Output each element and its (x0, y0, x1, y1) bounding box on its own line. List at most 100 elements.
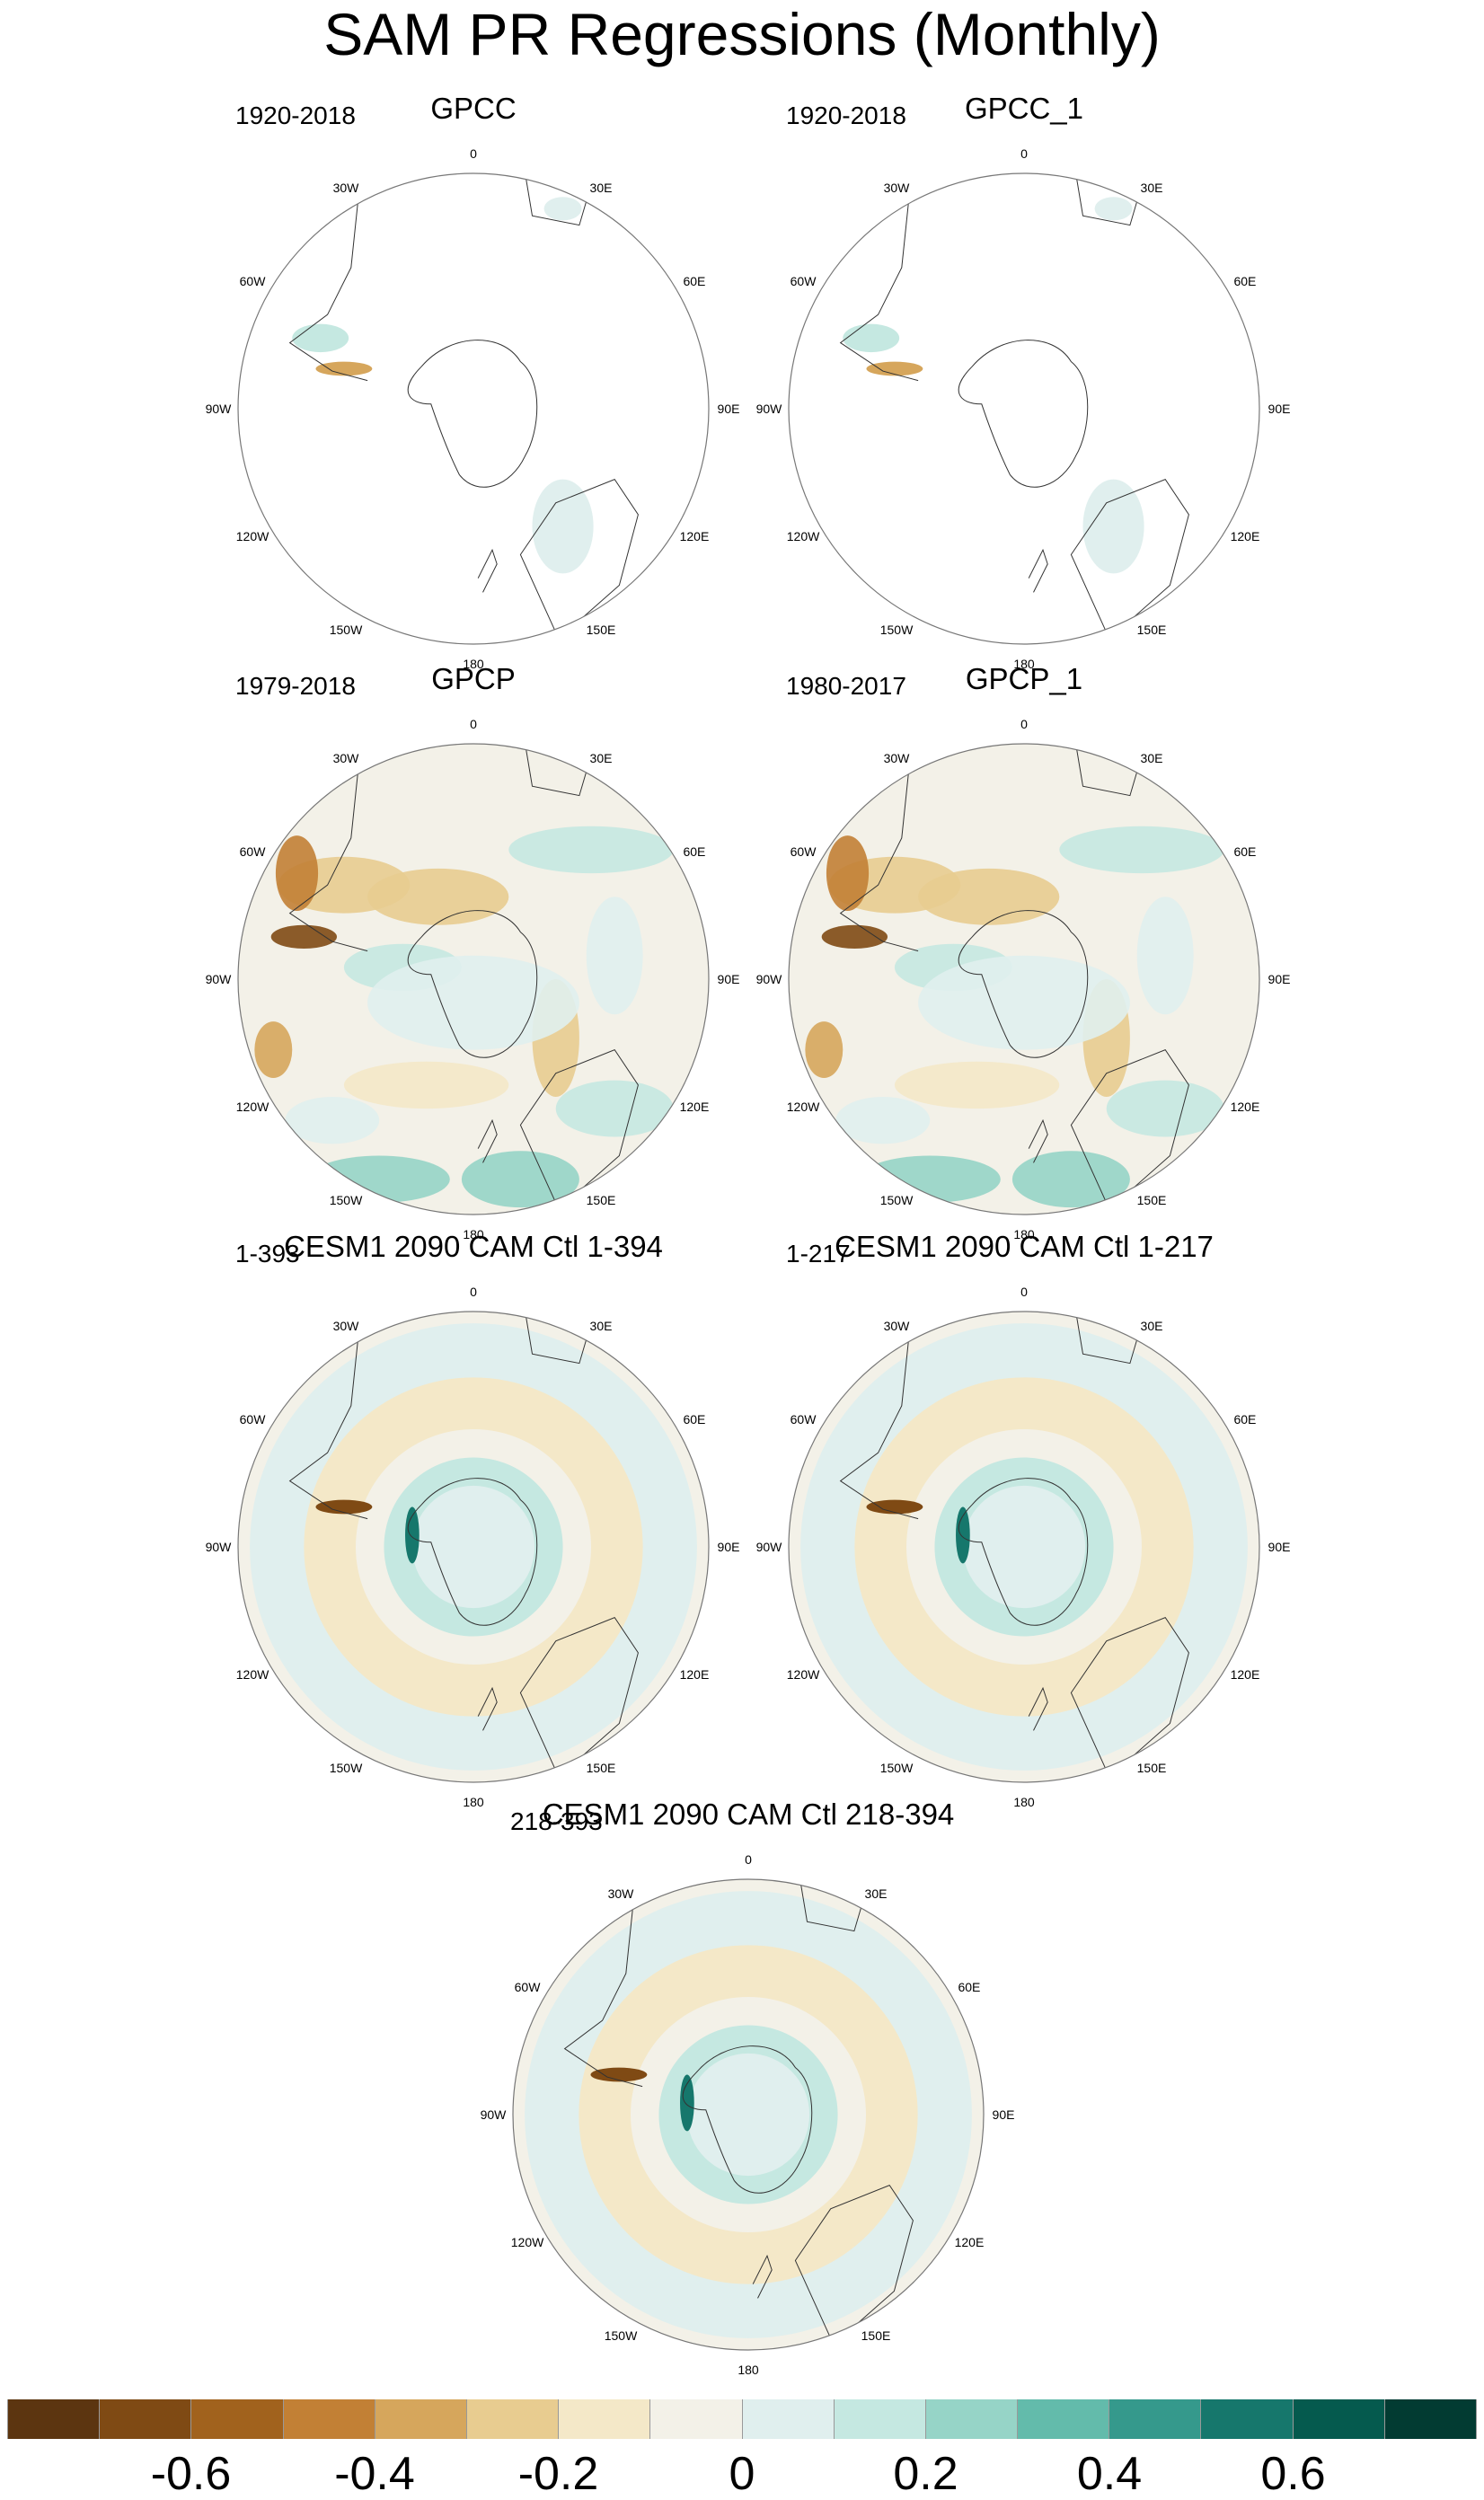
longitude-label: 150E (861, 2328, 891, 2343)
longitude-label: 30E (1140, 1319, 1163, 1334)
longitude-label: 90W (205, 972, 232, 986)
longitude-label: 120E (1230, 1100, 1260, 1114)
longitude-label: 180 (463, 1795, 484, 1809)
colorbar-tick-label: -0.4 (334, 2448, 415, 2500)
panel-period: 1980-2017 (786, 672, 906, 700)
longitude-label: 120E (954, 2235, 985, 2249)
longitude-label: 60W (239, 1412, 266, 1427)
panel-title: GPCP_1 (965, 662, 1083, 695)
colorbar-tick-label: -0.6 (150, 2448, 232, 2500)
longitude-label: 60E (1233, 844, 1257, 859)
polar-map (788, 743, 1260, 1215)
longitude-label: 90W (755, 1540, 782, 1554)
longitude-label: 30E (589, 181, 613, 196)
colorbar-segment (834, 2399, 926, 2439)
longitude-label: 150W (329, 622, 363, 637)
longitude-label: 90E (717, 402, 740, 416)
panel-title: CESM1 2090 CAM Ctl 1-217 (835, 1230, 1214, 1263)
colorbar-tick-label: 0.2 (893, 2448, 958, 2500)
longitude-label: 180 (463, 1227, 484, 1241)
longitude-label: 60E (1233, 1412, 1257, 1427)
colorbar-segment (1384, 2399, 1477, 2439)
longitude-label: 90E (717, 972, 740, 986)
longitude-label: 60W (239, 844, 266, 859)
longitude-label: 150E (1136, 1760, 1167, 1775)
longitude-label: 0 (1020, 1285, 1028, 1299)
polar-map (512, 1878, 985, 2351)
longitude-label: 150W (329, 1192, 363, 1207)
longitude-label: 0 (745, 1852, 752, 1867)
longitude-label: 60E (683, 274, 706, 288)
panel-title: GPCC (430, 92, 517, 125)
longitude-label: 0 (470, 146, 477, 161)
longitude-label: 150W (879, 1760, 914, 1775)
longitude-label: 120W (786, 1667, 820, 1682)
colorbar-tick-label: 0 (729, 2448, 755, 2500)
longitude-label: 60E (683, 844, 706, 859)
colorbar-segment (466, 2399, 560, 2439)
longitude-label: 90E (1268, 972, 1291, 986)
longitude-label: 120E (1230, 529, 1260, 543)
panel-period: 218-393 (510, 1807, 603, 1835)
colorbar-segment (559, 2399, 651, 2439)
longitude-label: 90W (755, 402, 782, 416)
longitude-label: 90E (992, 2107, 1015, 2122)
longitude-label: 60E (958, 1980, 981, 1994)
longitude-label: 120W (235, 1100, 269, 1114)
longitude-label: 120E (679, 1667, 710, 1682)
longitude-label: 180 (1013, 1227, 1035, 1241)
longitude-label: 30W (332, 1319, 359, 1334)
polar-map (788, 1311, 1260, 1783)
longitude-label: 150E (1136, 622, 1167, 637)
longitude-label: 150E (586, 1760, 616, 1775)
longitude-label: 30E (864, 1886, 888, 1902)
longitude-label: 30E (589, 751, 613, 766)
longitude-label: 60W (790, 274, 817, 288)
longitude-label: 30W (607, 1886, 634, 1902)
panel-period: 1920-2018 (235, 102, 356, 129)
longitude-label: 30E (1140, 751, 1163, 766)
longitude-label: 30E (589, 1319, 613, 1334)
longitude-label: 150E (586, 622, 616, 637)
longitude-label: 120E (1230, 1667, 1260, 1682)
colorbar-segment (1018, 2399, 1110, 2439)
colorbar-tick-label: -0.2 (517, 2448, 599, 2500)
panel-period: 1920-2018 (786, 102, 906, 129)
colorbar-segment (100, 2399, 192, 2439)
longitude-label: 150W (329, 1760, 363, 1775)
longitude-label: 150W (879, 622, 914, 637)
panel-title: CESM1 2090 CAM Ctl 1-394 (284, 1230, 663, 1263)
colorbar-segment (1109, 2399, 1202, 2439)
longitude-label: 150E (586, 1192, 616, 1207)
polar-map (237, 1311, 710, 1783)
colorbar-tick-label: 0.6 (1260, 2448, 1326, 2500)
longitude-label: 120E (679, 529, 710, 543)
longitude-label: 30W (883, 1319, 910, 1334)
longitude-label: 90W (755, 972, 782, 986)
longitude-label: 30W (332, 181, 359, 196)
polar-map (788, 172, 1260, 645)
longitude-label: 30W (332, 751, 359, 766)
panel-period: 1979-2018 (235, 672, 356, 700)
longitude-label: 0 (1020, 146, 1028, 161)
longitude-label: 0 (1020, 717, 1028, 731)
longitude-label: 90E (717, 1540, 740, 1554)
polar-map (237, 172, 710, 645)
longitude-label: 0 (470, 1285, 477, 1299)
longitude-label: 180 (1013, 1795, 1035, 1809)
colorbar-segment (283, 2399, 375, 2439)
panel-title: CESM1 2090 CAM Ctl 218-394 (542, 1798, 955, 1831)
longitude-label: 30W (883, 181, 910, 196)
colorbar-segment (375, 2399, 467, 2439)
longitude-label: 60W (790, 844, 817, 859)
longitude-label: 120W (786, 1100, 820, 1114)
longitude-label: 150E (1136, 1192, 1167, 1207)
figure-title: SAM PR Regressions (Monthly) (323, 1, 1161, 67)
longitude-label: 120W (235, 1667, 269, 1682)
longitude-label: 150W (604, 2328, 638, 2343)
longitude-label: 90W (205, 1540, 232, 1554)
longitude-label: 60W (790, 1412, 817, 1427)
longitude-label: 180 (738, 2363, 759, 2377)
longitude-label: 180 (463, 657, 484, 671)
longitude-label: 120E (679, 1100, 710, 1114)
